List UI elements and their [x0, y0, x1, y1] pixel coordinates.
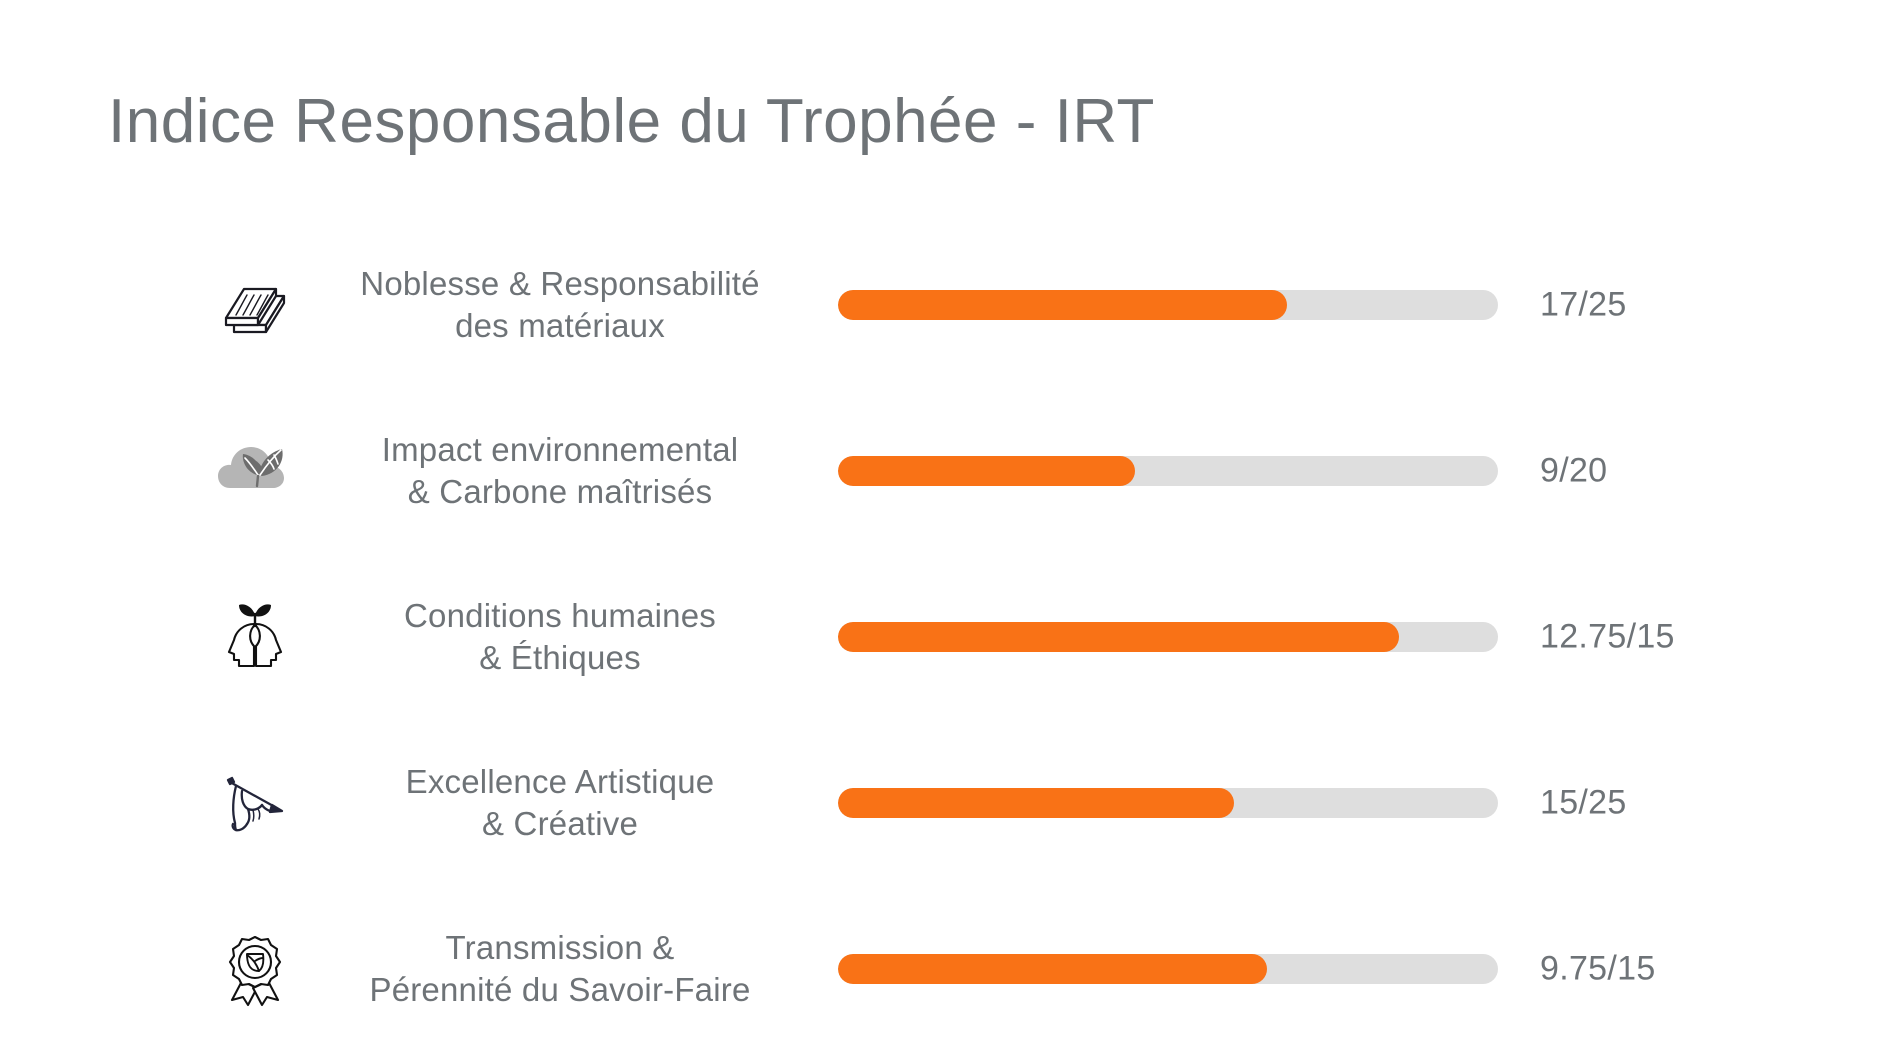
criterion-row: Noblesse & Responsabilité des matériaux …: [0, 222, 1890, 388]
progress-track: [838, 456, 1498, 486]
criterion-label: Noblesse & Responsabilité des matériaux: [360, 264, 760, 344]
criterion-progress-bar[interactable]: [838, 290, 1498, 320]
criterion-score: 9.75/15: [1540, 949, 1656, 988]
criterion-row: Conditions humaines & Éthiques 12.75/15: [0, 554, 1890, 720]
progress-fill: [838, 622, 1399, 652]
criterion-score: 17/25: [1540, 285, 1627, 324]
progress-fill: [838, 954, 1267, 984]
criterion-progress-bar[interactable]: [838, 954, 1498, 984]
criterion-row: Impact environnemental & Carbone maîtris…: [0, 388, 1890, 554]
criterion-label: Transmission & Pérennité du Savoir-Faire: [369, 928, 751, 1008]
progress-fill: [838, 788, 1234, 818]
progress-fill: [838, 456, 1135, 486]
criterion-row: Transmission & Pérennité du Savoir-Faire…: [0, 886, 1890, 1052]
hand-holding-pen-icon: [208, 756, 302, 850]
progress-track: [838, 954, 1498, 984]
wooden-planks-icon: [208, 258, 302, 352]
criterion-label: Conditions humaines & Éthiques: [404, 596, 716, 676]
criterion-progress-bar[interactable]: [838, 456, 1498, 486]
progress-track: [838, 290, 1498, 320]
criterion-progress-bar[interactable]: [838, 622, 1498, 652]
cloud-leaves-icon: [208, 424, 302, 518]
criterion-score: 9/20: [1540, 451, 1608, 490]
page-title: Indice Responsable du Trophée - IRT: [108, 87, 1155, 156]
criterion-score: 12.75/15: [1540, 617, 1675, 656]
progress-track: [838, 622, 1498, 652]
award-rosette-leaf-icon: [208, 922, 302, 1016]
two-heads-sprout-icon: [208, 590, 302, 684]
criterion-row: Excellence Artistique & Créative 15/25: [0, 720, 1890, 886]
criterion-label: Excellence Artistique & Créative: [405, 762, 715, 842]
criterion-label: Impact environnemental & Carbone maîtris…: [381, 430, 739, 510]
criterion-progress-bar[interactable]: [838, 788, 1498, 818]
criterion-score: 15/25: [1540, 783, 1627, 822]
progress-track: [838, 788, 1498, 818]
criteria-list: Noblesse & Responsabilité des matériaux …: [0, 222, 1890, 1052]
progress-fill: [838, 290, 1287, 320]
